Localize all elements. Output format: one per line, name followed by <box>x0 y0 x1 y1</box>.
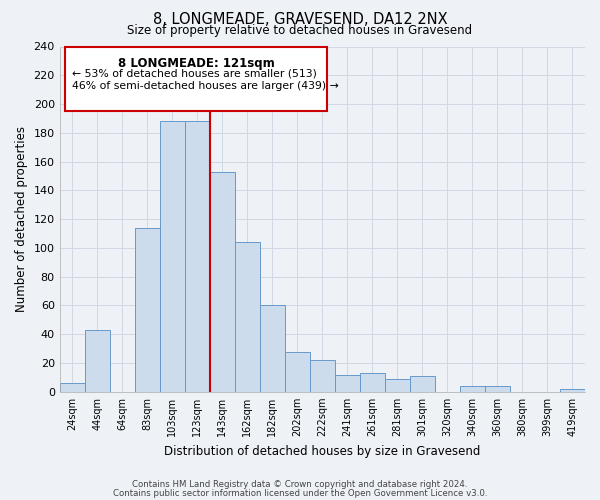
Bar <box>560 389 585 392</box>
Text: ← 53% of detached houses are smaller (513): ← 53% of detached houses are smaller (51… <box>72 68 317 78</box>
Bar <box>160 122 185 392</box>
Bar <box>260 306 285 392</box>
Bar <box>235 242 260 392</box>
Bar <box>360 373 385 392</box>
Text: Contains public sector information licensed under the Open Government Licence v3: Contains public sector information licen… <box>113 489 487 498</box>
Bar <box>385 379 410 392</box>
Bar <box>485 386 510 392</box>
Bar <box>210 172 235 392</box>
Bar <box>59 383 85 392</box>
Bar <box>460 386 485 392</box>
Text: Size of property relative to detached houses in Gravesend: Size of property relative to detached ho… <box>127 24 473 37</box>
Bar <box>310 360 335 392</box>
Bar <box>285 352 310 392</box>
Text: 8, LONGMEADE, GRAVESEND, DA12 2NX: 8, LONGMEADE, GRAVESEND, DA12 2NX <box>152 12 448 28</box>
Bar <box>410 376 435 392</box>
Bar <box>135 228 160 392</box>
Text: Contains HM Land Registry data © Crown copyright and database right 2024.: Contains HM Land Registry data © Crown c… <box>132 480 468 489</box>
X-axis label: Distribution of detached houses by size in Gravesend: Distribution of detached houses by size … <box>164 444 481 458</box>
Bar <box>85 330 110 392</box>
Text: 8 LONGMEADE: 121sqm: 8 LONGMEADE: 121sqm <box>118 56 274 70</box>
Y-axis label: Number of detached properties: Number of detached properties <box>15 126 28 312</box>
Text: 46% of semi-detached houses are larger (439) →: 46% of semi-detached houses are larger (… <box>72 81 339 91</box>
Bar <box>335 374 360 392</box>
Bar <box>65 46 328 111</box>
Bar <box>185 122 210 392</box>
